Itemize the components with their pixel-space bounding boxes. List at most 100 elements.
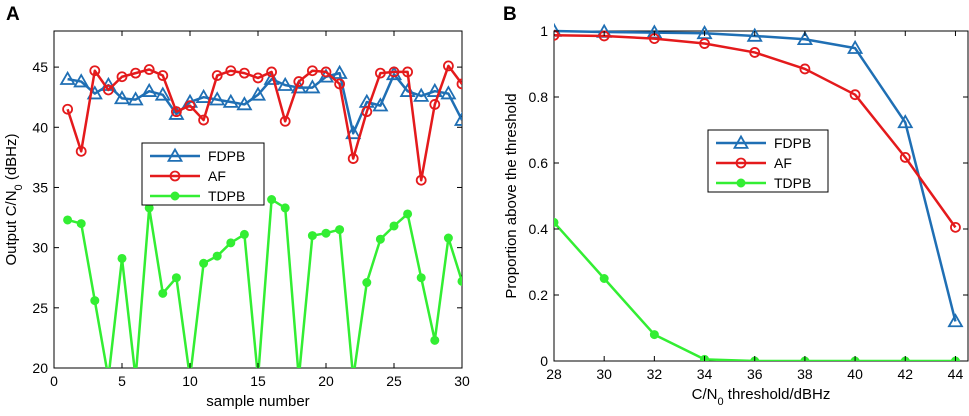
- y-tick-label: 1: [540, 23, 548, 39]
- y-tick-label: 45: [32, 59, 48, 75]
- y-tick-label: 30: [32, 240, 48, 256]
- x-tick-label: 28: [546, 366, 562, 382]
- data-point-fdpb: [796, 30, 813, 46]
- y-tick-label: 0: [540, 353, 548, 369]
- legend-label-tdpb: TDPB: [774, 175, 811, 191]
- data-point-tdpb: [307, 231, 317, 241]
- data-point-tdpb: [554, 217, 559, 227]
- panel-a-letter: A: [6, 4, 20, 25]
- data-point-tdpb: [280, 203, 290, 213]
- data-point-fdpb: [290, 79, 307, 94]
- series-tdpb: [63, 195, 462, 368]
- panel-a-y-label: Output C/N0 (dBHz): [3, 134, 25, 266]
- data-point-tdpb: [267, 195, 277, 204]
- series-line-tdpb: [554, 221, 956, 361]
- data-point-fdpb: [304, 79, 321, 94]
- x-tick-label: 30: [454, 373, 470, 389]
- series-line-af: [554, 34, 957, 229]
- x-tick-label: 25: [386, 373, 402, 389]
- x-tick-label: 38: [797, 366, 813, 382]
- data-point-af: [103, 84, 114, 96]
- x-tick-label: 32: [647, 366, 663, 382]
- data-point-af: [442, 60, 454, 72]
- data-point-af: [361, 106, 373, 118]
- legend-marker-af: [169, 170, 181, 182]
- data-point-fdpb: [154, 86, 171, 101]
- data-point-tdpb: [212, 251, 222, 261]
- legend-marker-tdpb: [170, 191, 180, 201]
- data-point-fdpb: [236, 96, 253, 111]
- data-point-af: [279, 115, 291, 127]
- y-tick-label: 20: [32, 360, 48, 376]
- series-fdpb: [59, 64, 462, 140]
- legend-box: [141, 142, 265, 206]
- x-tick-label: 0: [50, 373, 58, 389]
- data-point-af: [402, 66, 414, 78]
- data-point-af: [334, 78, 346, 90]
- data-point-fdpb: [847, 39, 864, 54]
- data-point-tdpb: [375, 234, 385, 244]
- data-point-tdpb: [171, 273, 181, 283]
- y-tick-label: 40: [32, 119, 48, 135]
- data-point-af: [75, 145, 87, 157]
- data-point-fdpb: [897, 114, 914, 129]
- data-point-tdpb: [117, 253, 127, 263]
- series-line-tdpb: [67, 198, 462, 368]
- legend-marker-fdpb: [732, 134, 750, 149]
- data-point-fdpb: [746, 27, 763, 42]
- panel-b-letter: B: [503, 4, 517, 25]
- y-tick-label: 0.6: [529, 155, 549, 171]
- data-point-tdpb: [430, 335, 440, 345]
- x-tick-label: 15: [250, 373, 266, 389]
- y-tick-label: 35: [32, 179, 48, 195]
- data-point-af: [554, 29, 560, 41]
- x-tick-label: 42: [897, 366, 913, 382]
- panel-b-y-label: Proportion above the threshold: [503, 93, 520, 298]
- data-point-fdpb: [440, 85, 457, 100]
- data-point-af: [252, 72, 264, 84]
- series-line-af: [66, 64, 462, 182]
- data-point-tdpb: [362, 278, 372, 288]
- data-point-fdpb: [426, 82, 443, 97]
- y-tick-label: 0.8: [529, 89, 549, 105]
- series-tdpb: [554, 217, 960, 361]
- data-point-af: [143, 64, 155, 75]
- data-point-af: [699, 38, 710, 49]
- data-point-af: [266, 66, 278, 78]
- data-point-af: [198, 114, 210, 126]
- data-point-fdpb: [385, 66, 403, 81]
- panel-a: A 0 5 10 15 20 25 30 20 25 30 35 40 45 sample number…: [3, 4, 470, 410]
- data-point-fdpb: [195, 88, 212, 103]
- data-point-tdpb: [199, 258, 209, 268]
- legend-label-fdpb: FDPB: [208, 148, 245, 164]
- data-point-af: [89, 65, 101, 77]
- data-point-fdpb: [113, 90, 131, 105]
- x-tick-label: 34: [697, 366, 713, 382]
- legend-label-af: AF: [208, 168, 226, 184]
- data-point-fdpb: [413, 87, 430, 102]
- legend-label-fdpb: FDPB: [774, 135, 811, 151]
- data-point-tdpb: [239, 229, 249, 239]
- data-point-fdpb: [249, 86, 267, 101]
- data-point-fdpb: [209, 91, 226, 106]
- data-point-af: [415, 174, 427, 186]
- data-point-af: [320, 66, 332, 78]
- data-point-af: [62, 103, 73, 115]
- panel-b-plot-frame: [553, 30, 969, 362]
- data-point-tdpb: [443, 233, 453, 243]
- data-point-fdpb: [263, 70, 280, 85]
- data-point-af: [429, 99, 441, 110]
- data-point-af: [211, 70, 223, 81]
- data-point-tdpb: [649, 330, 659, 340]
- x-tick-label: 5: [118, 373, 126, 389]
- legend-label-af: AF: [774, 155, 792, 171]
- data-point-tdpb: [226, 238, 236, 248]
- data-point-af: [899, 151, 911, 163]
- data-point-af: [157, 70, 169, 81]
- series-line-fdpb: [67, 71, 462, 135]
- legend-box: [707, 129, 829, 193]
- legend-label-tdpb: TDPB: [208, 188, 245, 204]
- data-point-fdpb: [331, 64, 348, 79]
- data-point-af: [374, 67, 386, 79]
